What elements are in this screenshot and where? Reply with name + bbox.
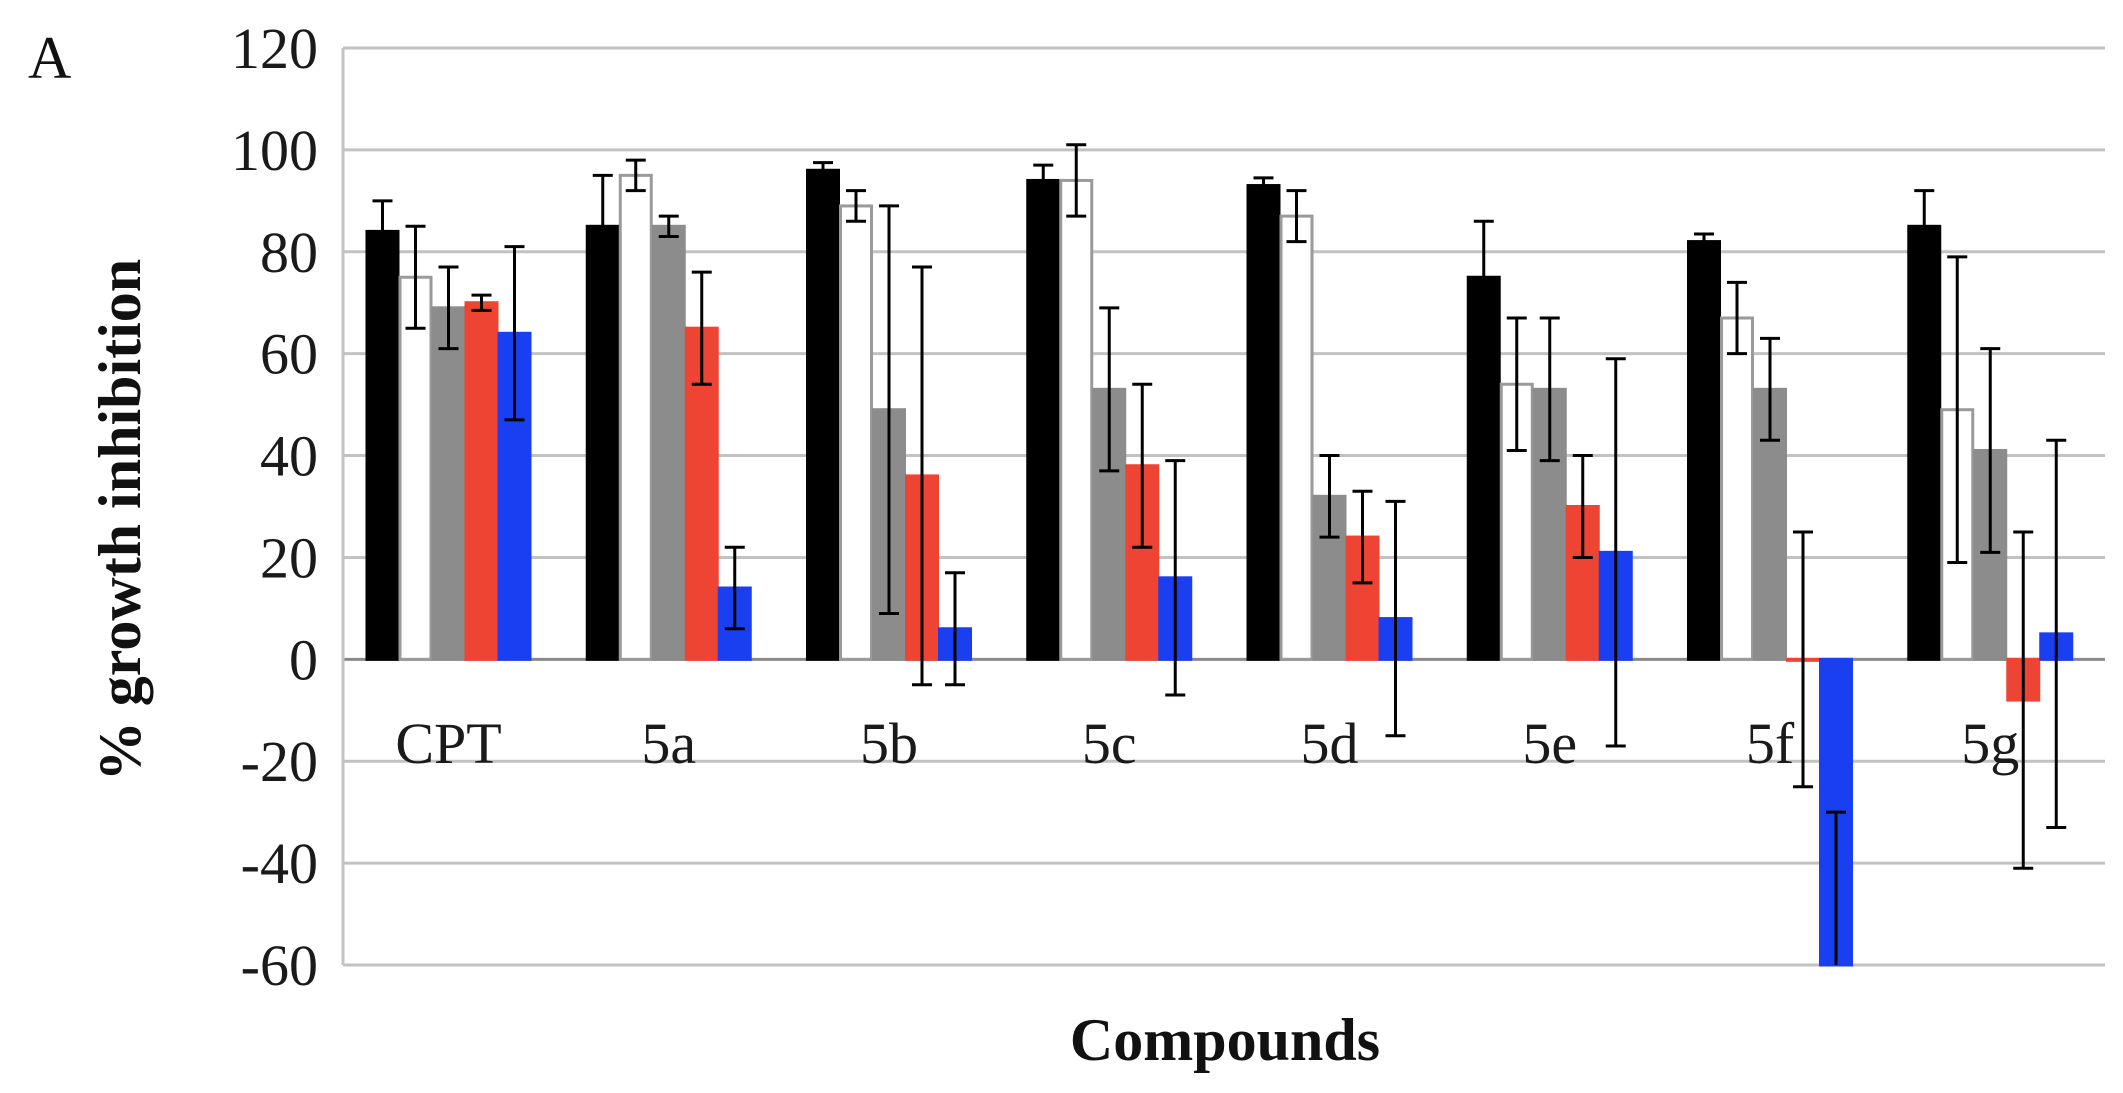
bar-series-1-5c bbox=[1026, 178, 1061, 661]
y-tick-label: 120 bbox=[231, 16, 318, 81]
bar-series-1-5b bbox=[806, 168, 840, 661]
bar-series-3-5a bbox=[651, 224, 686, 661]
bar-series-2-5a bbox=[618, 173, 653, 661]
category-label-5d: 5d bbox=[1301, 711, 1359, 776]
category-labels: CPT 5a 5b 5c 5d 5e 5f 5g bbox=[395, 711, 2019, 776]
bar-series-1-CPT bbox=[365, 229, 400, 661]
y-tick-label: 60 bbox=[260, 322, 318, 387]
bar-series-2-5b bbox=[839, 204, 873, 661]
y-tick-label: -40 bbox=[241, 831, 318, 896]
bar-series-2-5d bbox=[1279, 214, 1314, 661]
category-label-5f: 5f bbox=[1746, 711, 1795, 776]
y-tick-label: 0 bbox=[289, 627, 318, 692]
y-tick-label: 20 bbox=[260, 525, 318, 590]
y-tick-label: -60 bbox=[241, 933, 318, 998]
bar-series-1-5a bbox=[585, 224, 620, 661]
y-tick-label: 80 bbox=[260, 220, 318, 285]
category-label-5c: 5c bbox=[1082, 711, 1137, 776]
bar-series-2-CPT bbox=[398, 275, 433, 661]
bar-series-1-5d bbox=[1246, 184, 1281, 661]
bar-series-1-5g bbox=[1907, 224, 1942, 661]
error-bars bbox=[372, 143, 2067, 965]
y-tick-label: 100 bbox=[231, 118, 318, 183]
bar-series-1-5e bbox=[1466, 275, 1501, 661]
bar-series-4-CPT bbox=[464, 301, 499, 661]
bar-series-1-5f bbox=[1687, 240, 1721, 661]
bar-series-3-CPT bbox=[431, 306, 466, 661]
y-tick-labels: 120 100 80 60 40 20 0 -20 -40 -60 bbox=[231, 16, 318, 998]
bars bbox=[365, 168, 2074, 967]
category-label-CPT: CPT bbox=[395, 711, 501, 776]
y-axis-title: % growth inhibition bbox=[87, 259, 153, 781]
category-label-5e: 5e bbox=[1522, 711, 1577, 776]
category-label-5g: 5g bbox=[1961, 711, 2019, 776]
y-tick-label: 40 bbox=[260, 424, 318, 489]
bar-series-2-5c bbox=[1059, 178, 1094, 661]
bar-series-2-5f bbox=[1720, 316, 1754, 661]
y-tick-label: -20 bbox=[241, 729, 318, 794]
panel-label: A bbox=[28, 25, 71, 91]
x-axis-title: Compounds bbox=[1070, 1007, 1380, 1073]
category-label-5b: 5b bbox=[860, 711, 918, 776]
category-label-5a: 5a bbox=[641, 711, 696, 776]
